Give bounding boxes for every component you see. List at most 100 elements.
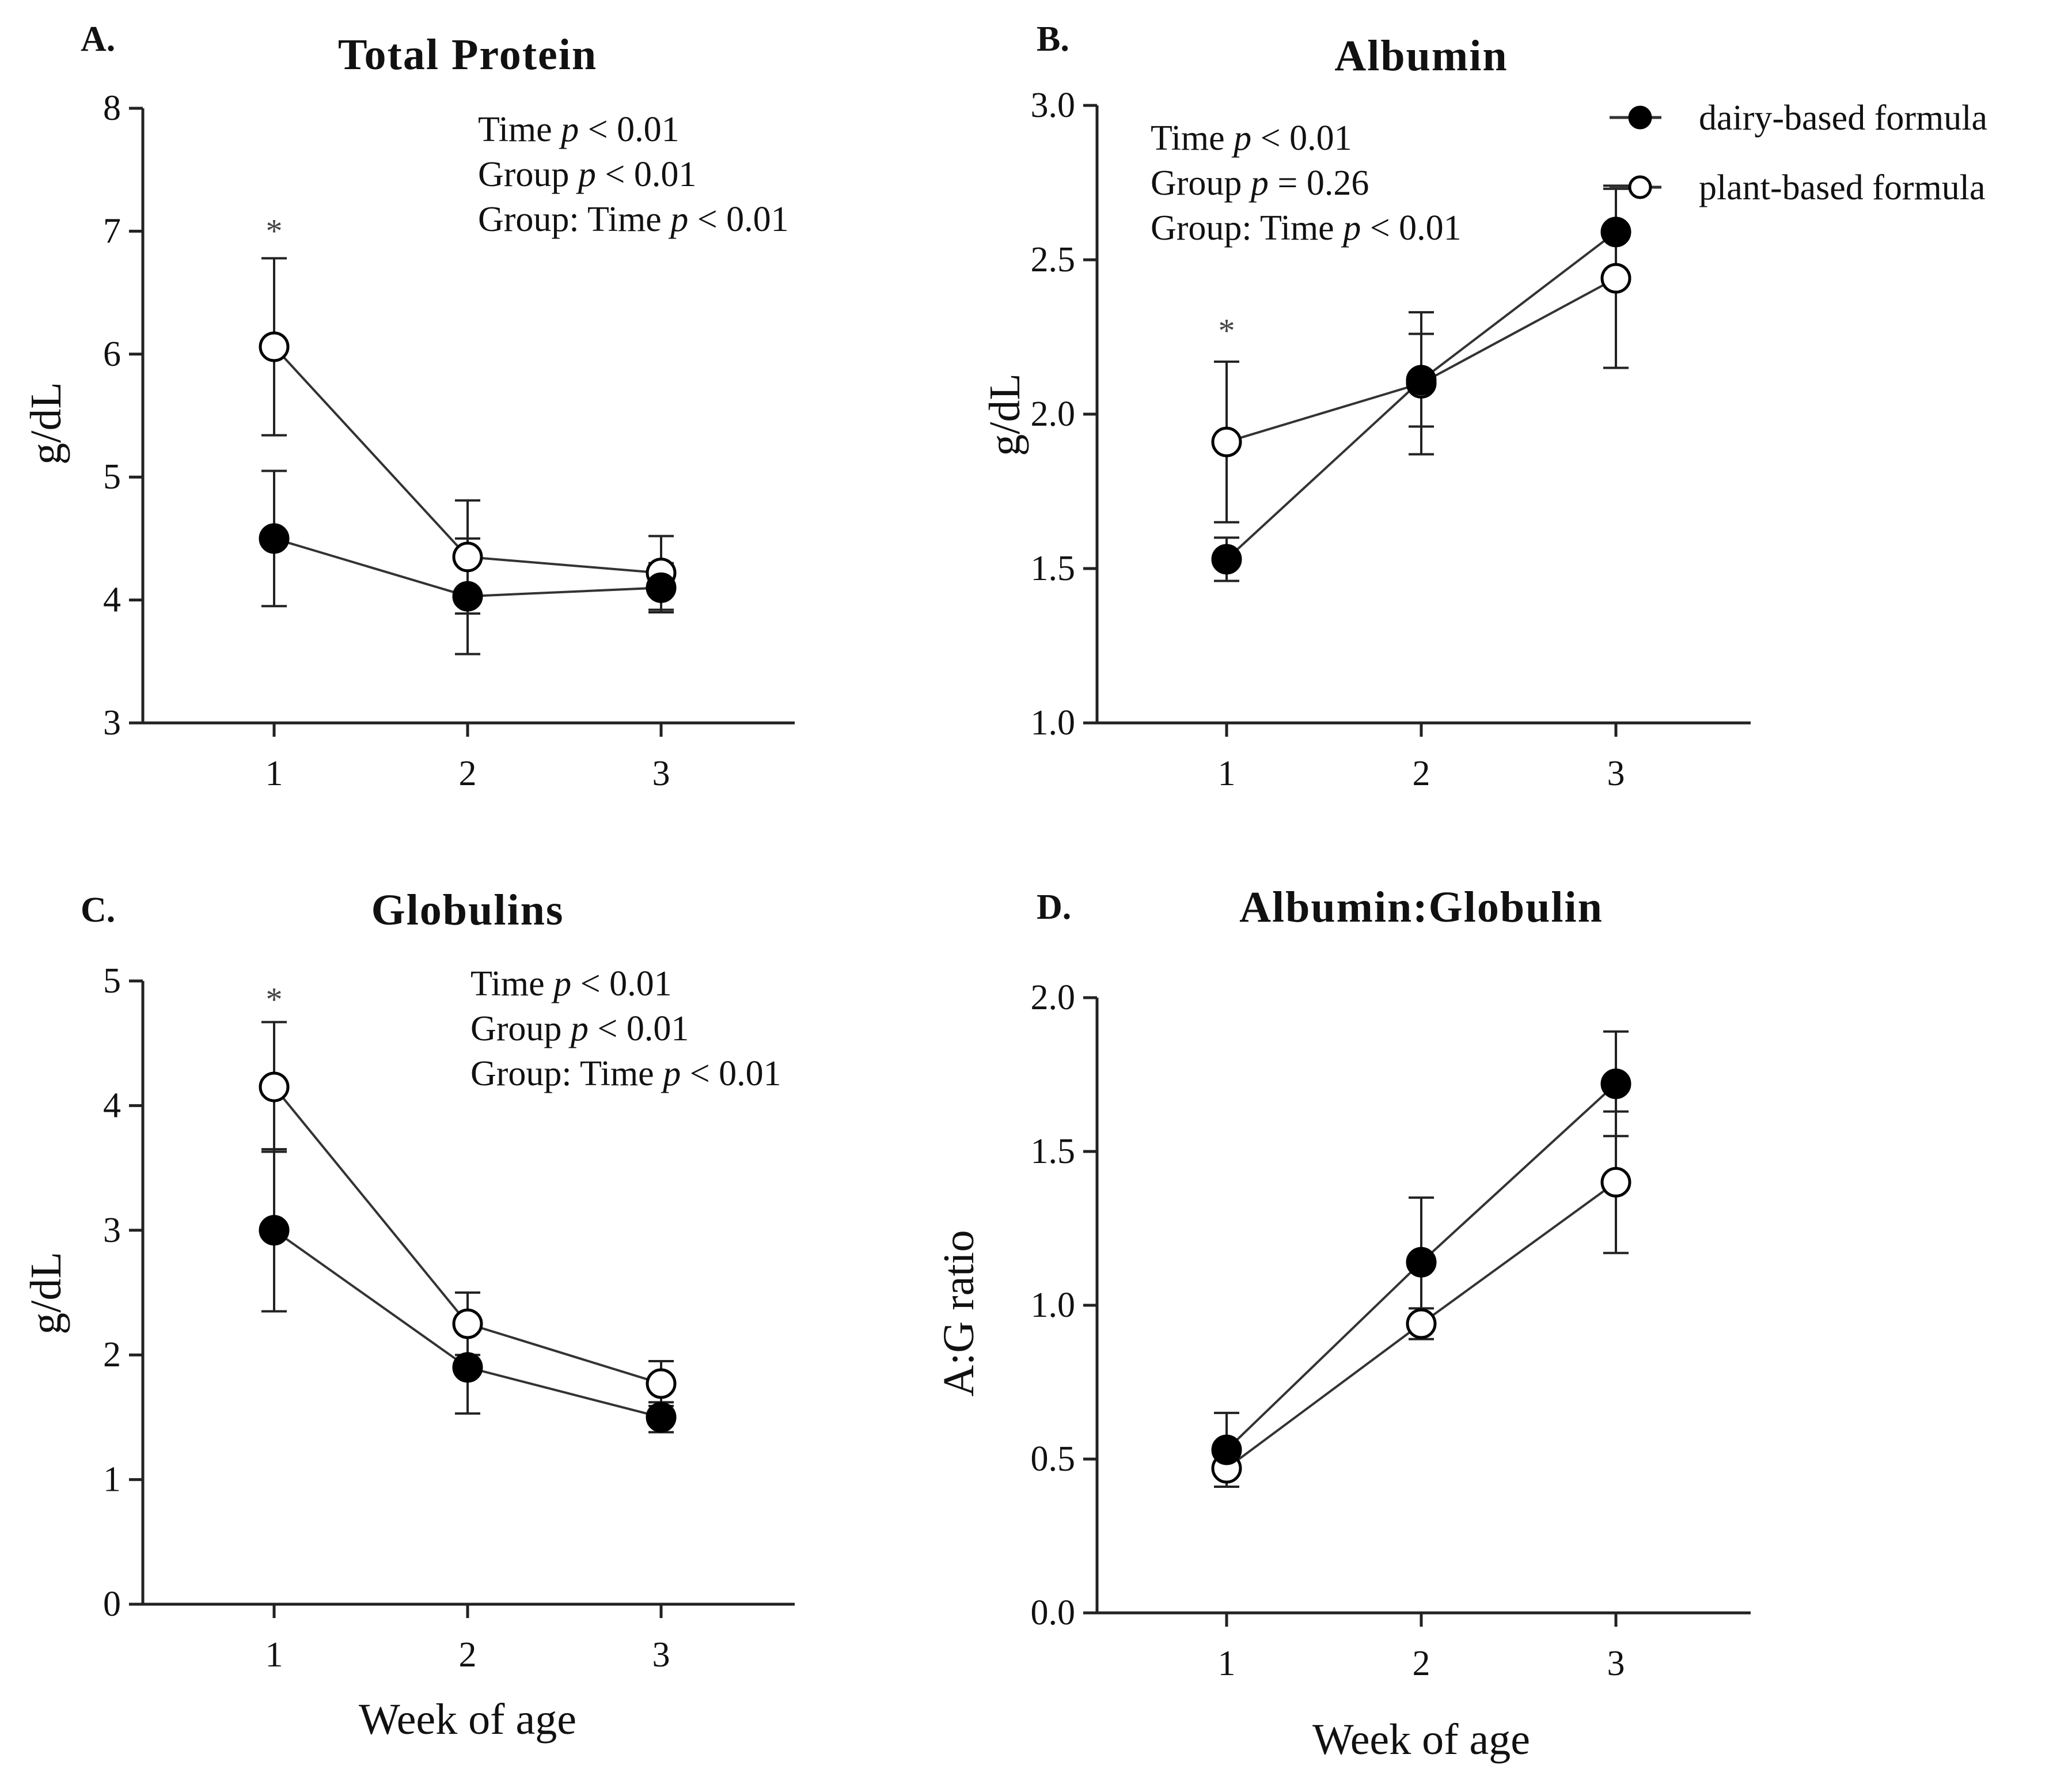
x-tick-label: 2 [459, 1635, 477, 1675]
y-axis-label: A:G ratio [935, 1230, 983, 1396]
stat-line: Time p < 0.01 [1151, 119, 1352, 158]
stat-p-symbol: p [661, 1054, 681, 1093]
data-point-dairy [646, 1401, 677, 1433]
stat-text: Group [1151, 164, 1251, 203]
stat-text: Group: Time [470, 1054, 663, 1093]
plot-area: * [259, 213, 677, 656]
y-tick-label: 2.0 [1031, 395, 1076, 434]
y-tick-label: 6 [103, 335, 121, 374]
y-tick-label: 3.0 [1031, 86, 1076, 125]
y-tick-label: 2.0 [1031, 978, 1076, 1017]
significance-star: * [266, 213, 283, 250]
stat-text: < 0.01 [681, 1054, 781, 1093]
y-tick-label: 0.5 [1031, 1439, 1076, 1479]
x-tick-label: 1 [265, 754, 283, 793]
stat-text: = 0.26 [1269, 164, 1369, 203]
panel-letter: C. [81, 891, 115, 930]
y-tick-label: 4 [103, 581, 121, 620]
plot-area: * [259, 981, 677, 1434]
y-tick-label: 5 [103, 961, 121, 1001]
data-point-plant [452, 1308, 483, 1339]
legend-label: dairy-based formula [1699, 99, 1987, 138]
stat-text: Group [470, 1009, 571, 1048]
x-tick-label: 2 [1413, 1644, 1430, 1683]
stat-line: Group: Time p < 0.01 [478, 200, 789, 239]
legend-marker-filled-circle [1628, 105, 1652, 130]
legend-label: plant-based formula [1699, 168, 1986, 207]
data-point-plant [259, 331, 290, 362]
stat-text: Time [470, 964, 553, 1003]
panel-title: Globulins [371, 886, 564, 934]
stat-text: < 0.01 [596, 155, 696, 194]
stat-p-symbol: p [1248, 164, 1269, 203]
stat-line: Group: Time p < 0.01 [470, 1054, 781, 1093]
data-point-dairy [1600, 1069, 1631, 1100]
y-axis-label: g/dL [22, 382, 70, 465]
data-point-dairy [646, 572, 677, 603]
stat-line: Time p < 0.01 [478, 110, 680, 149]
x-axis-label: Week of age [359, 1695, 576, 1744]
plot-area [1211, 1030, 1631, 1488]
data-point-dairy [1211, 544, 1242, 575]
legend-item-plant: plant-based formula [1610, 168, 1986, 207]
panel-total-protein: A. Total Protein g/dL Time p < 0.01Group… [22, 20, 795, 793]
panel-letter: D. [1037, 888, 1071, 927]
stat-text: Group: Time [478, 200, 670, 239]
stat-line: Time p < 0.01 [470, 964, 672, 1003]
data-point-plant [646, 1368, 677, 1399]
data-point-plant [1406, 1308, 1437, 1339]
stat-line: Group p = 0.26 [1151, 164, 1369, 203]
stat-p-symbol: p [576, 155, 596, 194]
data-point-plant [259, 1071, 290, 1103]
y-tick-label: 3 [103, 1211, 121, 1250]
x-tick-label: 1 [265, 1635, 283, 1675]
y-axis-label: g/dL [981, 373, 1029, 456]
significance-star: * [266, 981, 283, 1018]
y-axis-label: g/dL [22, 1252, 70, 1335]
stat-p-symbol: p [559, 110, 579, 149]
data-point-plant [1211, 426, 1242, 457]
stat-text: Time [478, 110, 561, 149]
stat-line: Group p < 0.01 [470, 1009, 689, 1048]
data-point-dairy [259, 523, 290, 554]
data-point-dairy [1406, 365, 1437, 396]
y-tick-label: 7 [103, 211, 121, 251]
y-tick-label: 4 [103, 1086, 121, 1125]
stat-text: < 0.01 [589, 1009, 689, 1048]
stat-p-symbol: p [551, 964, 571, 1003]
axes: 1.0 1.5 2.0 2.5 3.0 1 2 3 [1031, 86, 1751, 793]
x-axis-label: Week of age [1312, 1715, 1530, 1764]
y-tick-label: 1.5 [1031, 1132, 1076, 1171]
stat-p-symbol: p [1231, 119, 1251, 158]
stat-text: < 0.01 [579, 110, 679, 149]
data-point-plant [1600, 1166, 1631, 1198]
stat-text: < 0.01 [688, 200, 788, 239]
y-tick-label: 5 [103, 457, 121, 497]
y-tick-label: 0.0 [1031, 1593, 1076, 1632]
x-tick-label: 2 [459, 754, 477, 793]
y-tick-label: 3 [103, 703, 121, 742]
stat-text: Time [1151, 119, 1234, 158]
y-tick-label: 0 [103, 1585, 121, 1624]
stat-text: < 0.01 [1361, 209, 1461, 248]
x-tick-label: 1 [1218, 754, 1236, 793]
x-tick-label: 3 [652, 754, 670, 793]
data-point-dairy [1600, 217, 1631, 248]
panel-title: Albumin [1334, 32, 1508, 80]
axes: 0 1 2 3 4 5 1 2 3 [103, 961, 795, 1675]
data-point-plant [1600, 263, 1631, 294]
data-point-plant [452, 541, 483, 573]
legend-marker-open-circle [1628, 175, 1652, 199]
y-tick-label: 2 [103, 1335, 121, 1374]
y-tick-label: 2.5 [1031, 240, 1076, 279]
panel-letter: A. [81, 20, 115, 59]
x-tick-label: 2 [1413, 754, 1430, 793]
panel-albumin-globulin: D. Albumin:Globulin A:G ratio Week of ag… [935, 883, 1751, 1764]
y-tick-label: 8 [103, 89, 121, 128]
data-point-dairy [259, 1215, 290, 1246]
significance-star: * [1219, 312, 1235, 350]
